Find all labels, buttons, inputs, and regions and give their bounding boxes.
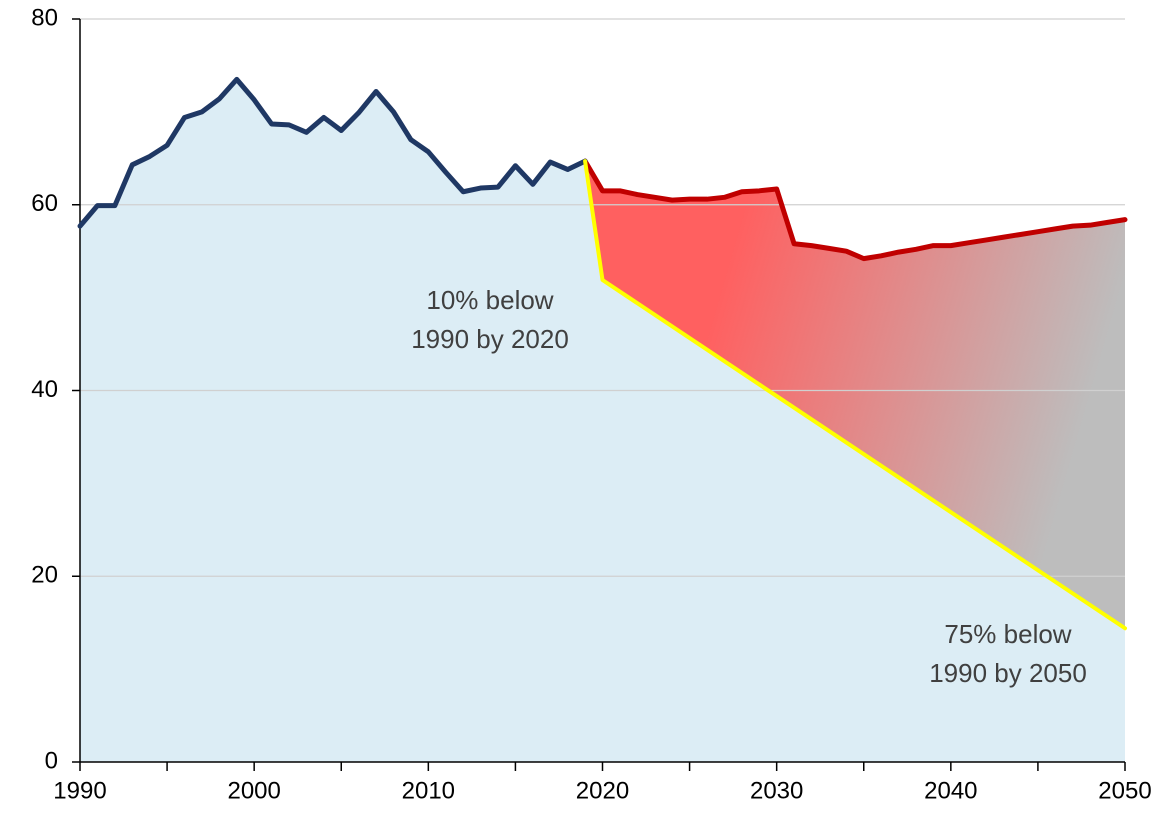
series-line [582,158,1128,262]
x-tick-label: 2050 [1098,777,1151,804]
annotation: 1990 by 2050 [929,658,1087,688]
x-tick-label: 2030 [750,777,803,804]
annotation: 75% below [944,619,1071,649]
series-line [583,159,1127,631]
x-tick-label: 2040 [924,777,977,804]
y-tick-label: 80 [31,4,58,31]
y-tick-label: 0 [45,747,58,774]
x-tick-label: 1990 [53,777,106,804]
y-tick-label: 20 [31,562,58,589]
y-tick-label: 60 [31,190,58,217]
annotation: 10% below [426,285,553,315]
y-tick-label: 40 [31,376,58,403]
x-tick-label: 2000 [227,777,280,804]
annotation: 1990 by 2020 [411,324,569,354]
series-line [77,76,588,229]
area-fill [80,79,1125,762]
x-tick-label: 2020 [576,777,629,804]
x-tick-label: 2010 [402,777,455,804]
gap-fill [585,161,1125,629]
